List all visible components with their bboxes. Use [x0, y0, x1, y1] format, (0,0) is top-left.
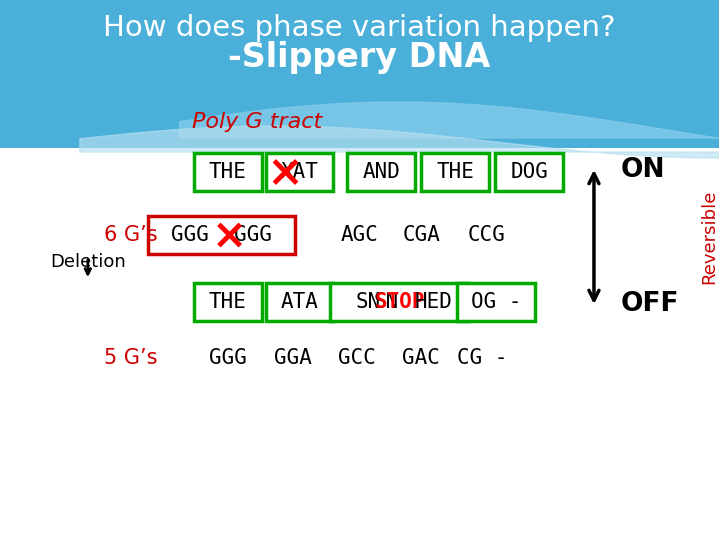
Text: AGC: AGC — [341, 225, 378, 245]
Polygon shape — [80, 126, 719, 158]
FancyBboxPatch shape — [266, 283, 333, 321]
Text: OFF: OFF — [621, 291, 680, 317]
Polygon shape — [180, 102, 719, 138]
FancyBboxPatch shape — [0, 0, 719, 148]
Text: AND: AND — [362, 162, 400, 182]
Text: Deletion: Deletion — [50, 253, 126, 271]
Text: THE: THE — [209, 292, 246, 312]
Text: OG -: OG - — [471, 292, 521, 312]
FancyBboxPatch shape — [194, 153, 261, 191]
Text: GAC: GAC — [402, 348, 440, 368]
Text: GGG  GGG: GGG GGG — [171, 225, 272, 245]
Text: DOG: DOG — [510, 162, 548, 182]
Text: GCC: GCC — [338, 348, 377, 368]
Text: GGG: GGG — [209, 348, 246, 368]
Text: GGA: GGA — [274, 348, 312, 368]
Text: STOP: STOP — [374, 292, 425, 312]
FancyBboxPatch shape — [457, 283, 535, 321]
Text: Reversible: Reversible — [700, 190, 718, 284]
Text: -Slippery DNA: -Slippery DNA — [228, 42, 490, 75]
Text: HED: HED — [414, 292, 452, 312]
Text: SN: SN — [356, 292, 381, 312]
FancyBboxPatch shape — [266, 153, 333, 191]
Text: How does phase variation happen?: How does phase variation happen? — [103, 14, 616, 42]
FancyBboxPatch shape — [194, 283, 261, 321]
FancyBboxPatch shape — [330, 283, 468, 321]
FancyBboxPatch shape — [347, 153, 415, 191]
FancyBboxPatch shape — [495, 153, 563, 191]
Text: ON: ON — [621, 157, 665, 183]
Text: XAT: XAT — [281, 162, 318, 182]
Text: Poly G tract: Poly G tract — [192, 112, 322, 132]
Text: 5 G’s: 5 G’s — [104, 348, 158, 368]
Text: SN: SN — [374, 292, 400, 312]
Text: CG -: CG - — [457, 348, 508, 368]
FancyBboxPatch shape — [148, 216, 295, 254]
Text: CCG: CCG — [467, 225, 505, 245]
FancyBboxPatch shape — [421, 153, 489, 191]
Text: THE: THE — [209, 162, 246, 182]
Text: THE: THE — [436, 162, 474, 182]
Text: CGA: CGA — [402, 225, 440, 245]
Text: ATA: ATA — [281, 292, 318, 312]
Text: 6 G’s: 6 G’s — [104, 225, 158, 245]
